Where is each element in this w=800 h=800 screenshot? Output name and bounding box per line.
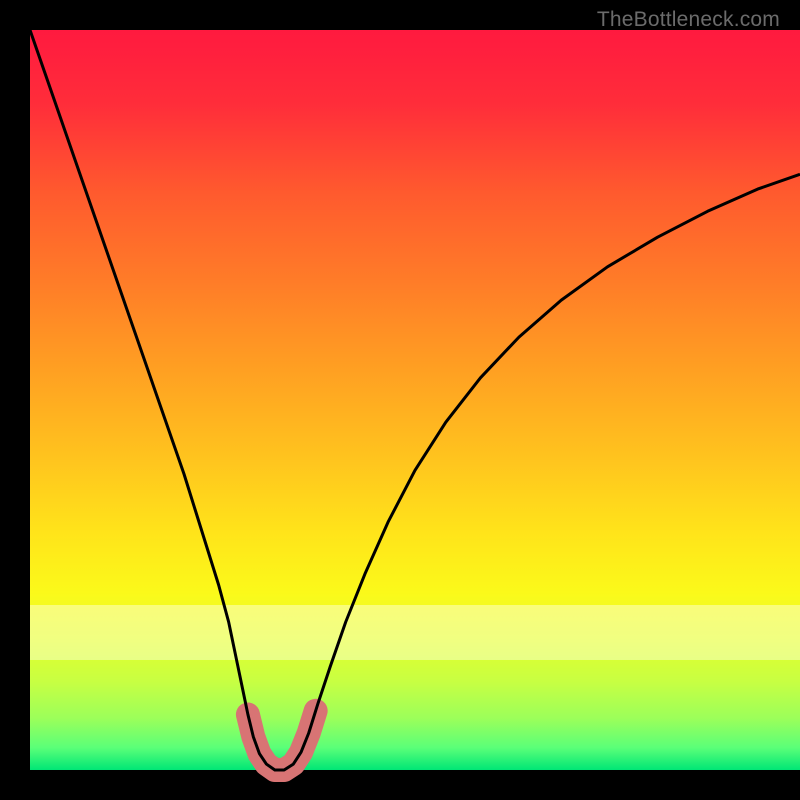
bottleneck-chart-svg	[0, 0, 800, 800]
chart-root: TheBottleneck.com	[0, 0, 800, 800]
pale-band	[30, 605, 800, 660]
